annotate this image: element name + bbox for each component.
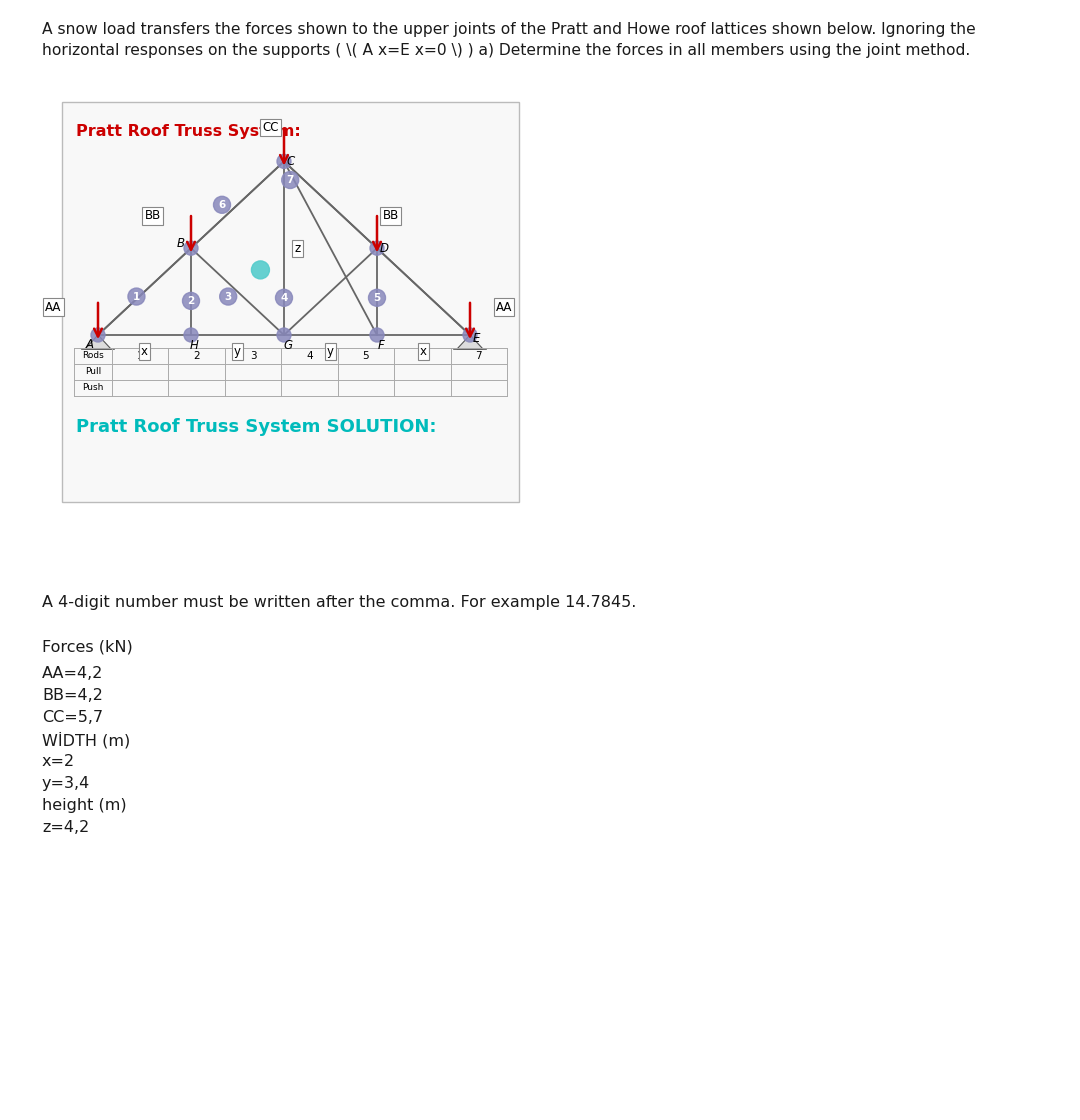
Text: 5: 5 <box>374 292 380 302</box>
Text: 3: 3 <box>225 291 232 301</box>
Text: Pratt Roof Truss System:: Pratt Roof Truss System: <box>76 124 300 139</box>
Text: CC: CC <box>262 121 279 133</box>
Circle shape <box>276 155 291 168</box>
Circle shape <box>252 261 269 279</box>
Circle shape <box>91 328 105 342</box>
Text: 2: 2 <box>193 351 200 361</box>
Text: D: D <box>380 242 389 254</box>
Text: horizontal responses on the supports ( \( A x=E x=0 \) ) a) Determine the forces: horizontal responses on the supports ( \… <box>42 43 970 58</box>
Text: C: C <box>286 155 295 168</box>
Text: Rods: Rods <box>82 352 104 361</box>
Text: y: y <box>234 345 241 358</box>
Circle shape <box>183 292 200 309</box>
Text: 4: 4 <box>307 351 313 361</box>
Circle shape <box>282 171 299 188</box>
Text: z: z <box>295 242 300 254</box>
Text: y: y <box>327 345 334 358</box>
Text: F: F <box>377 339 384 352</box>
Text: x: x <box>141 345 148 358</box>
Text: A snow load transfers the forces shown to the upper joints of the Pratt and Howe: A snow load transfers the forces shown t… <box>42 22 975 37</box>
Text: BB=4,2: BB=4,2 <box>42 688 103 703</box>
Text: A 4-digit number must be written after the comma. For example 14.7845.: A 4-digit number must be written after t… <box>42 595 636 610</box>
Text: z=4,2: z=4,2 <box>42 820 90 836</box>
Circle shape <box>184 241 198 255</box>
Circle shape <box>127 288 145 305</box>
Circle shape <box>368 289 386 306</box>
Text: H: H <box>190 339 199 352</box>
Polygon shape <box>457 335 483 349</box>
Text: x=2: x=2 <box>42 754 76 769</box>
Text: B: B <box>177 236 185 250</box>
Text: 3: 3 <box>249 351 256 361</box>
FancyBboxPatch shape <box>62 102 519 502</box>
Text: 1: 1 <box>137 351 144 361</box>
Text: E: E <box>473 332 480 345</box>
Text: height (m): height (m) <box>42 797 126 813</box>
Text: 4: 4 <box>281 292 287 302</box>
Circle shape <box>219 288 237 305</box>
Text: CC=5,7: CC=5,7 <box>42 710 103 725</box>
Text: 7: 7 <box>286 175 294 185</box>
Text: WİDTH (m): WİDTH (m) <box>42 732 131 748</box>
Text: AA=4,2: AA=4,2 <box>42 666 104 681</box>
Text: A: A <box>86 338 94 351</box>
Text: Pull: Pull <box>85 367 102 376</box>
Text: G: G <box>283 339 293 352</box>
Circle shape <box>214 196 230 213</box>
Circle shape <box>276 328 291 342</box>
Circle shape <box>370 241 384 255</box>
Circle shape <box>463 328 477 342</box>
Text: 2: 2 <box>187 296 194 306</box>
Text: Forces (kN): Forces (kN) <box>42 640 133 655</box>
Text: x: x <box>420 345 427 358</box>
Circle shape <box>370 328 384 342</box>
Text: Push: Push <box>82 383 104 392</box>
Text: BB: BB <box>382 209 399 223</box>
Text: Pratt Roof Truss System SOLUTION:: Pratt Roof Truss System SOLUTION: <box>76 418 436 436</box>
Text: AA: AA <box>496 300 512 314</box>
Circle shape <box>275 289 293 306</box>
Text: 7: 7 <box>475 351 482 361</box>
Text: BB: BB <box>145 209 161 223</box>
Text: 5: 5 <box>363 351 369 361</box>
Text: AA: AA <box>45 300 62 314</box>
Polygon shape <box>85 335 111 349</box>
Text: y=3,4: y=3,4 <box>42 776 91 791</box>
Circle shape <box>184 328 198 342</box>
Text: 1: 1 <box>133 291 140 301</box>
Text: 6: 6 <box>218 199 226 209</box>
Text: 6: 6 <box>419 351 426 361</box>
